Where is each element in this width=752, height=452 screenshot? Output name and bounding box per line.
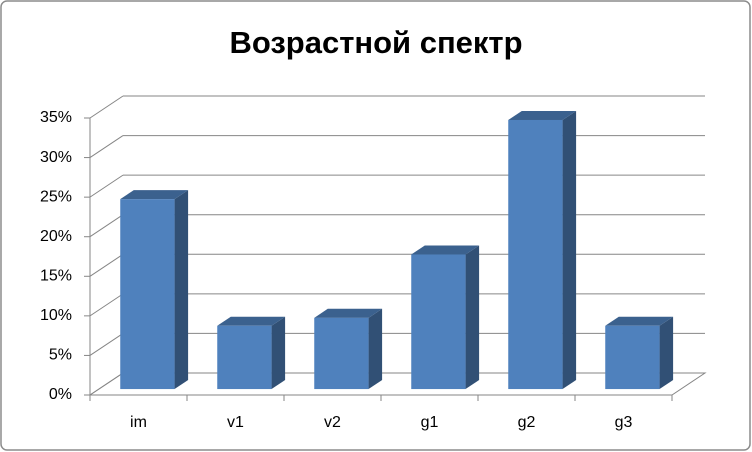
bar-side	[174, 190, 189, 390]
y-tick-label: 0%	[49, 386, 72, 403]
grid-line-side	[89, 372, 124, 396]
y-tick-label: 15%	[40, 268, 72, 285]
bar-top	[508, 110, 577, 120]
bar	[314, 317, 369, 390]
chart-title: Возрастной спектр	[229, 25, 522, 60]
bar-top	[411, 245, 480, 255]
bar-side	[465, 245, 480, 390]
bar-side	[271, 316, 286, 390]
bar-side	[562, 110, 577, 390]
grid-line-side	[89, 293, 124, 317]
y-tick-label: 25%	[40, 188, 72, 205]
y-tick-label: 5%	[49, 347, 72, 364]
grid-line-side	[89, 333, 124, 356]
bar-top	[120, 190, 189, 200]
x-tick-label: g3	[615, 414, 633, 431]
y-tick-label: 10%	[40, 307, 72, 324]
x-tick-label: g1	[421, 414, 439, 431]
x-tick-label: g2	[518, 414, 536, 431]
x-tick-label: v2	[324, 414, 341, 431]
bar-top	[605, 316, 674, 326]
bar-side	[368, 308, 383, 390]
bar	[508, 119, 563, 390]
grid-line-side	[89, 174, 124, 198]
y-tick-label: 30%	[40, 149, 72, 166]
bar	[217, 325, 272, 390]
y-tick-label: 35%	[40, 109, 72, 126]
grid-line-side	[89, 214, 124, 238]
bar	[411, 254, 466, 390]
bar-side	[659, 316, 674, 390]
grid-line-side	[89, 253, 124, 277]
bar	[605, 325, 660, 390]
bar-top	[217, 316, 286, 326]
x-tick-label: v1	[227, 414, 244, 431]
grid-line-side	[89, 135, 124, 158]
x-tick-label: im	[130, 414, 147, 431]
bar-top	[314, 308, 383, 318]
y-tick-label: 20%	[40, 228, 72, 245]
bar	[120, 199, 175, 390]
grid-line-side	[89, 95, 124, 119]
